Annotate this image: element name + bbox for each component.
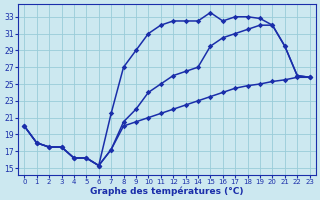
X-axis label: Graphe des températures (°C): Graphe des températures (°C) — [90, 186, 244, 196]
